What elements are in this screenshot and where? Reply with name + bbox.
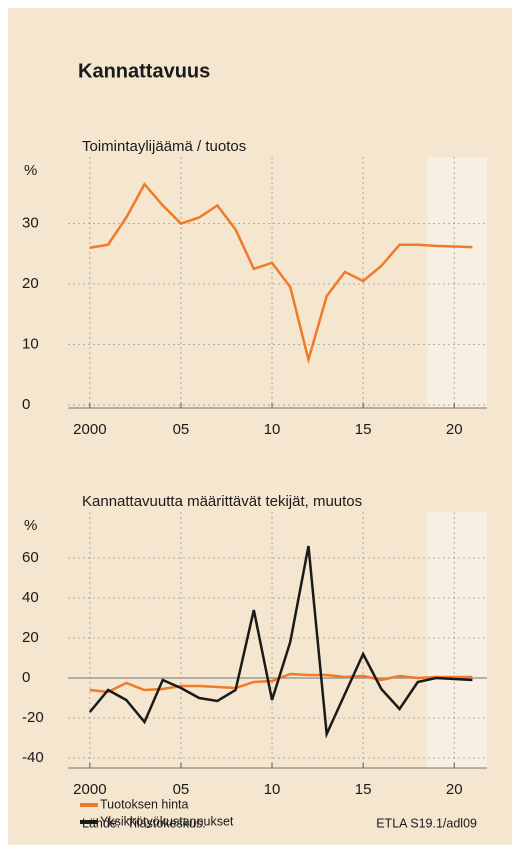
- credit: ETLA S19.1/adl09: [376, 816, 477, 830]
- forecast-shade: [426, 157, 487, 408]
- subtitle: Toimintaylijäämä / tuotos: [82, 138, 246, 155]
- y-tick-label: 40: [22, 589, 39, 606]
- legend-label: Tuotoksen hinta: [100, 797, 189, 811]
- x-tick-label: 10: [264, 781, 281, 798]
- x-tick-label: 2000: [73, 421, 106, 438]
- data-line: [89, 672, 473, 694]
- x-tick-label: 10: [264, 421, 281, 438]
- data-line: [89, 182, 473, 365]
- y-tick-label: 20: [22, 275, 39, 292]
- y-axis-label: %: [24, 162, 37, 179]
- y-tick-label: 0: [22, 396, 30, 413]
- chart-title: Kannattavuus: [78, 60, 210, 82]
- y-tick-label: 10: [22, 335, 39, 352]
- forecast-shade: [426, 512, 487, 768]
- subtitle: Kannattavuutta määrittävät tekijät, muut…: [82, 493, 362, 510]
- x-tick-label: 20: [446, 781, 463, 798]
- y-tick-label: -40: [22, 749, 44, 766]
- legend-label: Yksikkötyökustannukset: [100, 814, 234, 828]
- x-tick-label: 05: [173, 781, 190, 798]
- y-tick-label: 20: [22, 629, 39, 646]
- x-tick-label: 15: [355, 781, 372, 798]
- data-line: [88, 545, 473, 739]
- x-tick-label: 20: [446, 421, 463, 438]
- source: Lähde: Tilastokeskus.: [82, 816, 206, 830]
- x-tick-label: 05: [173, 421, 190, 438]
- y-axis-label: %: [24, 517, 37, 534]
- y-tick-label: 30: [22, 214, 39, 231]
- y-tick-label: 60: [22, 549, 39, 566]
- y-tick-label: 0: [22, 669, 30, 686]
- x-tick-label: 15: [355, 421, 372, 438]
- y-tick-label: -20: [22, 709, 44, 726]
- x-tick-label: 2000: [73, 781, 106, 798]
